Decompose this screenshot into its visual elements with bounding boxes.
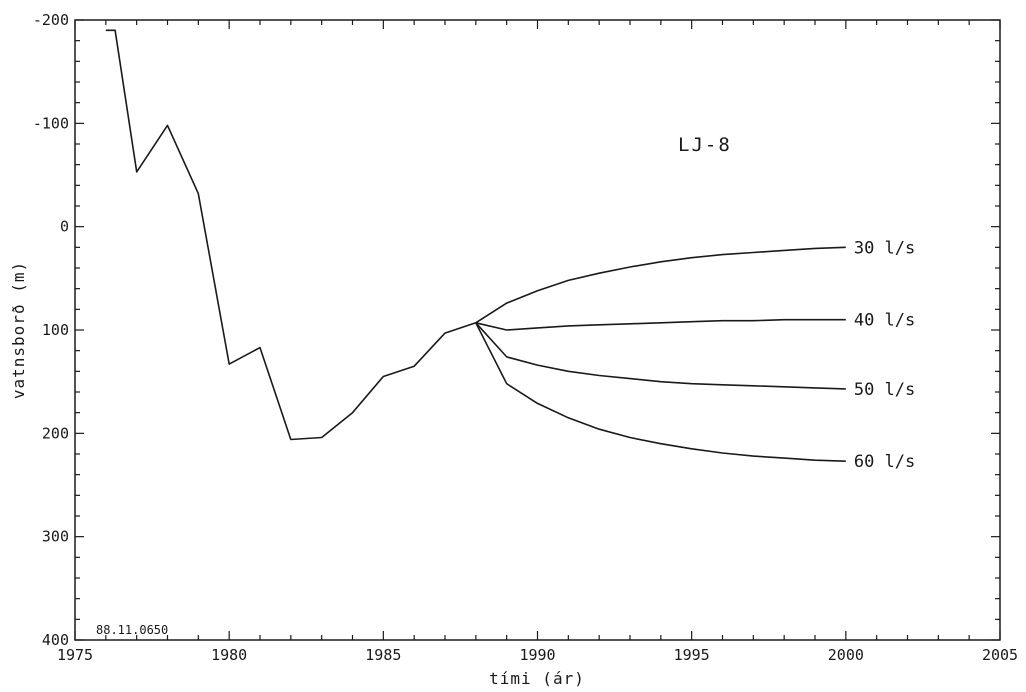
series-labels: 30 l/s 40 l/s 50 l/s 60 l/s <box>854 238 915 472</box>
x-tick-label: 2005 <box>982 646 1018 664</box>
series-line-2 <box>475 318 846 331</box>
x-tick-label: 1995 <box>674 646 710 664</box>
axis-ticks <box>74 19 1001 641</box>
y-tick-label: 200 <box>42 424 69 442</box>
x-tick-label: 1985 <box>365 646 401 664</box>
figure-code-label: 88.11.0650 <box>96 623 168 637</box>
series-label-4: 60 l/s <box>854 452 915 472</box>
y-tick-label: -100 <box>33 114 69 132</box>
y-tick-label: 300 <box>42 528 69 546</box>
series-label-3: 50 l/s <box>854 380 915 400</box>
series-label-1: 30 l/s <box>854 238 915 258</box>
well-name-label: LJ-8 <box>678 134 732 156</box>
history-line <box>105 29 477 441</box>
series-line-1 <box>475 246 846 324</box>
x-tick-label: 1980 <box>211 646 247 664</box>
series-line-3 <box>475 322 846 390</box>
y-tick-label: 100 <box>42 321 69 339</box>
series-label-2: 40 l/s <box>854 311 915 331</box>
x-tick-label: 2000 <box>828 646 864 664</box>
x-tick-labels: 1975 1980 1985 1990 1995 2000 2005 <box>57 646 1018 664</box>
x-tick-label: 1975 <box>57 646 93 664</box>
y-tick-labels: -200 -100 0 100 200 300 400 <box>33 11 69 649</box>
y-tick-label: 0 <box>60 218 69 236</box>
x-axis-title: tími (ár) <box>489 669 585 688</box>
y-tick-label: -200 <box>33 11 69 29</box>
series-lines <box>105 29 846 462</box>
y-tick-label: 400 <box>42 631 69 649</box>
series-line-4 <box>475 322 846 462</box>
x-tick-label: 1990 <box>519 646 555 664</box>
y-axis-title: vatnsborð (m) <box>9 261 28 399</box>
